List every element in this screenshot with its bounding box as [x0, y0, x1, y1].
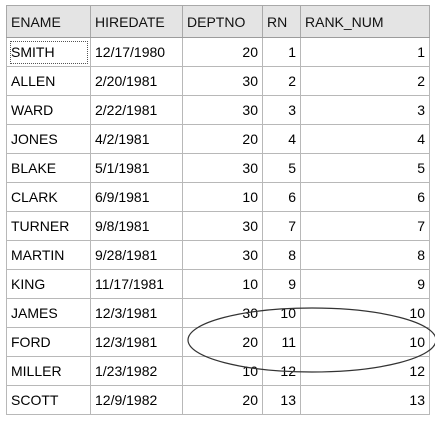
column-header-ename[interactable]: ENAME [6, 5, 91, 38]
cell-rank-num[interactable]: 5 [300, 153, 430, 183]
cell-deptno[interactable]: 30 [182, 66, 263, 96]
cell-rn[interactable]: 12 [262, 356, 301, 386]
cell-ename[interactable]: CLARK [6, 182, 91, 212]
cell-rn[interactable]: 8 [262, 240, 301, 270]
cell-deptno[interactable]: 30 [182, 95, 263, 125]
cell-ename[interactable]: FORD [6, 327, 91, 357]
cell-hiredate[interactable]: 1/23/1982 [90, 356, 183, 386]
cell-ename[interactable]: ALLEN [6, 66, 91, 96]
table-row[interactable]: MARTIN 9/28/1981 30 8 8 [6, 240, 430, 270]
cell-ename[interactable]: MILLER [6, 356, 91, 386]
cell-hiredate[interactable]: 12/9/1982 [90, 385, 183, 415]
cell-rank-num[interactable]: 2 [300, 66, 430, 96]
cell-rn[interactable]: 7 [262, 211, 301, 241]
cell-rn[interactable]: 3 [262, 95, 301, 125]
cell-hiredate[interactable]: 5/1/1981 [90, 153, 183, 183]
cell-deptno[interactable]: 30 [182, 240, 263, 270]
cell-rn[interactable]: 4 [262, 124, 301, 154]
cell-hiredate[interactable]: 4/2/1981 [90, 124, 183, 154]
result-table: ENAME HIREDATE DEPTNO RN RANK_NUM SMITH 1… [6, 5, 430, 415]
cell-ename[interactable]: SMITH [6, 37, 91, 67]
table-row[interactable]: JAMES 12/3/1981 30 10 10 [6, 298, 430, 328]
cell-rn[interactable]: 5 [262, 153, 301, 183]
cell-rank-num[interactable]: 9 [300, 269, 430, 299]
query-result-grid: ENAME HIREDATE DEPTNO RN RANK_NUM SMITH 1… [6, 5, 430, 415]
cell-ename[interactable]: WARD [6, 95, 91, 125]
table-row[interactable]: SCOTT 12/9/1982 20 13 13 [6, 385, 430, 415]
cell-hiredate[interactable]: 11/17/1981 [90, 269, 183, 299]
cell-deptno[interactable]: 20 [182, 124, 263, 154]
cell-rn[interactable]: 11 [262, 327, 301, 357]
cell-rn[interactable]: 6 [262, 182, 301, 212]
column-header-rn[interactable]: RN [262, 5, 301, 38]
table-row[interactable]: MILLER 1/23/1982 10 12 12 [6, 356, 430, 386]
cell-deptno[interactable]: 20 [182, 327, 263, 357]
table-row[interactable]: JONES 4/2/1981 20 4 4 [6, 124, 430, 154]
table-row[interactable]: KING 11/17/1981 10 9 9 [6, 269, 430, 299]
cell-rn[interactable]: 13 [262, 385, 301, 415]
cell-rn[interactable]: 9 [262, 269, 301, 299]
cell-rank-num[interactable]: 8 [300, 240, 430, 270]
cell-rank-num[interactable]: 3 [300, 95, 430, 125]
cell-ename[interactable]: JAMES [6, 298, 91, 328]
cell-deptno[interactable]: 20 [182, 385, 263, 415]
cell-hiredate[interactable]: 6/9/1981 [90, 182, 183, 212]
cell-ename[interactable]: SCOTT [6, 385, 91, 415]
cell-hiredate[interactable]: 2/20/1981 [90, 66, 183, 96]
cell-ename[interactable]: KING [6, 269, 91, 299]
cell-ename[interactable]: TURNER [6, 211, 91, 241]
table-row[interactable]: FORD 12/3/1981 20 11 10 [6, 327, 430, 357]
cell-rn[interactable]: 2 [262, 66, 301, 96]
cell-deptno[interactable]: 30 [182, 153, 263, 183]
table-body: SMITH 12/17/1980 20 1 1 ALLEN 2/20/1981 30 2 2 WAR… [6, 37, 430, 415]
cell-hiredate[interactable]: 9/28/1981 [90, 240, 183, 270]
cell-deptno[interactable]: 10 [182, 356, 263, 386]
cell-hiredate[interactable]: 12/3/1981 [90, 327, 183, 357]
table-row[interactable]: CLARK 6/9/1981 10 6 6 [6, 182, 430, 212]
cell-rank-num[interactable]: 7 [300, 211, 430, 241]
cell-rank-num[interactable]: 10 [300, 327, 430, 357]
column-header-rank-num[interactable]: RANK_NUM [300, 5, 430, 38]
cell-deptno[interactable]: 30 [182, 211, 263, 241]
cell-ename[interactable]: BLAKE [6, 153, 91, 183]
cell-deptno[interactable]: 30 [182, 298, 263, 328]
cell-deptno[interactable]: 20 [182, 37, 263, 67]
column-header-hiredate[interactable]: HIREDATE [90, 5, 183, 38]
cell-deptno[interactable]: 10 [182, 269, 263, 299]
table-row[interactable]: TURNER 9/8/1981 30 7 7 [6, 211, 430, 241]
cell-rn[interactable]: 1 [262, 37, 301, 67]
column-header-deptno[interactable]: DEPTNO [182, 5, 263, 38]
cell-ename[interactable]: MARTIN [6, 240, 91, 270]
cell-rank-num[interactable]: 13 [300, 385, 430, 415]
cell-rank-num[interactable]: 4 [300, 124, 430, 154]
cell-rank-num[interactable]: 1 [300, 37, 430, 67]
cell-ename[interactable]: JONES [6, 124, 91, 154]
cell-hiredate[interactable]: 12/17/1980 [90, 37, 183, 67]
cell-rank-num[interactable]: 12 [300, 356, 430, 386]
table-row[interactable]: SMITH 12/17/1980 20 1 1 [6, 37, 430, 67]
cell-hiredate[interactable]: 2/22/1981 [90, 95, 183, 125]
cell-rank-num[interactable]: 6 [300, 182, 430, 212]
table-row[interactable]: ALLEN 2/20/1981 30 2 2 [6, 66, 430, 96]
cell-deptno[interactable]: 10 [182, 182, 263, 212]
cell-rn[interactable]: 10 [262, 298, 301, 328]
header-row: ENAME HIREDATE DEPTNO RN RANK_NUM [6, 5, 430, 38]
table-row[interactable]: BLAKE 5/1/1981 30 5 5 [6, 153, 430, 183]
table-row[interactable]: WARD 2/22/1981 30 3 3 [6, 95, 430, 125]
cell-hiredate[interactable]: 12/3/1981 [90, 298, 183, 328]
cell-rank-num[interactable]: 10 [300, 298, 430, 328]
cell-hiredate[interactable]: 9/8/1981 [90, 211, 183, 241]
